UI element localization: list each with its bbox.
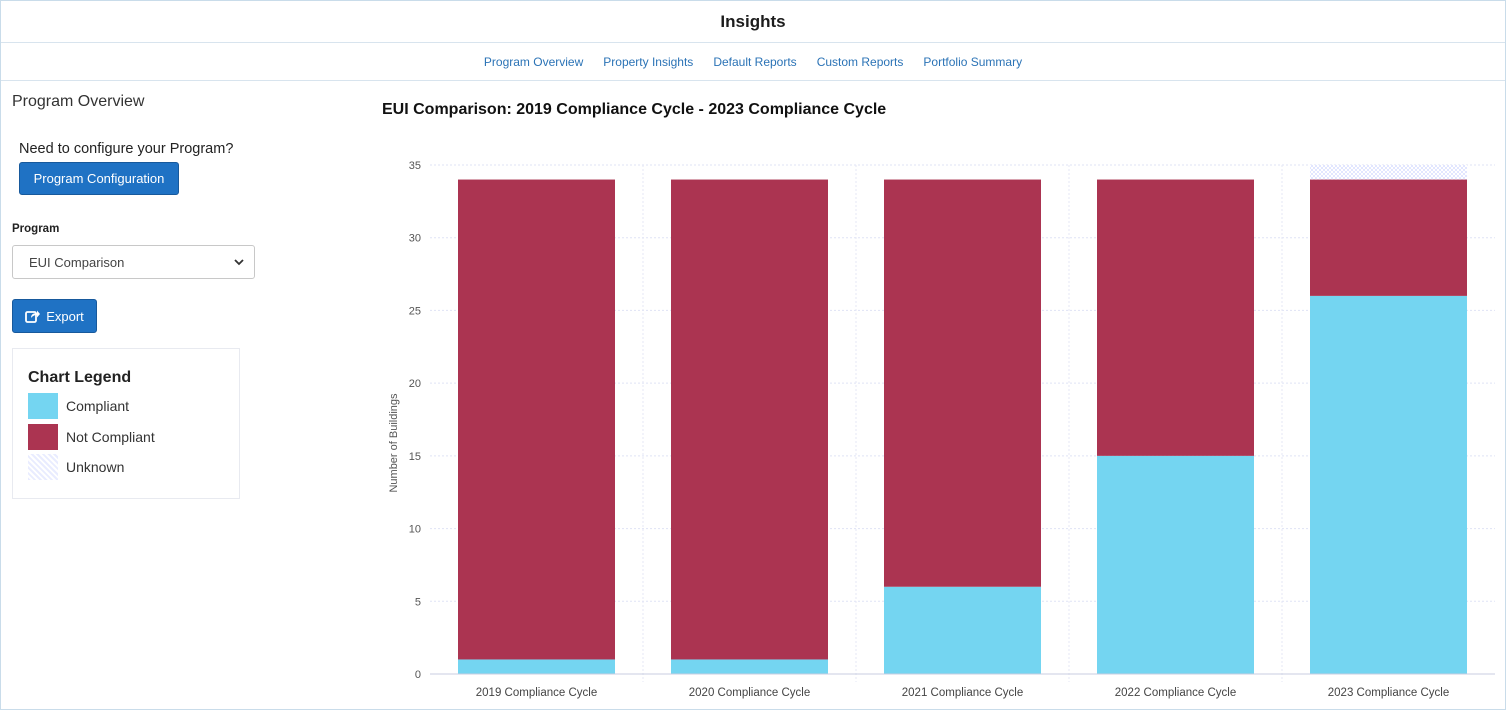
legend-title: Chart Legend [28,369,132,386]
bar-not-compliant-5[interactable] [1310,179,1467,296]
tab-program-overview[interactable]: Program Overview [483,54,584,69]
legend-item-not-compliant: Not Compliant [28,424,155,450]
legend-swatch-not-compliant [28,424,58,450]
program-select[interactable]: EUI Comparison [12,245,255,279]
bar-not-compliant-3[interactable] [884,179,1041,587]
y-tick-label: 15 [409,451,421,463]
section-title: Program Overview [12,93,145,110]
y-tick-label: 30 [409,233,421,245]
share-icon [25,310,41,323]
y-tick-label: 10 [409,524,421,536]
x-tick-label: 2022 Compliance Cycle [1115,687,1236,699]
bar-not-compliant-2[interactable] [671,179,828,660]
program-configuration-button[interactable]: Program Configuration [19,162,179,195]
x-tick-label: 2021 Compliance Cycle [902,687,1023,699]
x-tick-label: 2019 Compliance Cycle [476,687,597,699]
nav-bar: Program Overview Property Insights Defau… [1,43,1505,81]
legend-label-not-compliant: Not Compliant [66,429,155,445]
bar-compliant-4[interactable] [1097,455,1254,674]
chart-title: EUI Comparison: 2019 Compliance Cycle - … [382,101,887,118]
legend-item-unknown: Unknown [28,454,124,480]
bar-compliant-3[interactable] [884,586,1041,674]
tab-default-reports[interactable]: Default Reports [713,54,797,69]
x-tick-label: 2020 Compliance Cycle [689,687,810,699]
bar-unknown-5[interactable] [1310,165,1467,180]
legend-item-compliant: Compliant [28,393,129,419]
bar-compliant-5[interactable] [1310,295,1467,674]
y-tick-label: 25 [409,305,421,317]
chart: 0 5 10 15 20 25 30 35 2019 Compliance Cycle 2020 … [388,160,1495,699]
config-prompt: Need to configure your Program? [19,141,234,157]
app-title: Insights [720,11,786,31]
legend-label-compliant: Compliant [66,398,130,414]
export-label: Export [46,308,84,324]
y-tick-label: 0 [415,669,421,681]
bar-not-compliant-1[interactable] [458,179,615,660]
y-tick-label: 35 [409,160,421,172]
bar-compliant-1[interactable] [458,659,615,674]
y-axis-label: Number of Buildings [388,393,400,493]
legend-swatch-unknown [28,454,58,480]
program-select-value: EUI Comparison [29,254,125,270]
bar-compliant-2[interactable] [671,659,828,674]
x-tick-label: 2023 Compliance Cycle [1328,687,1449,699]
program-configuration-label: Program Configuration [33,171,165,186]
y-tick-label: 20 [409,378,421,390]
top-bar: Insights [1,1,1505,43]
bar-not-compliant-4[interactable] [1097,179,1254,456]
tab-custom-reports[interactable]: Custom Reports [816,54,904,69]
export-button[interactable]: Export [12,299,97,333]
chart-legend: Chart Legend Compliant Not Compliant Unk… [12,348,240,499]
program-label: Program [12,223,60,235]
tab-portfolio-summary[interactable]: Portfolio Summary [923,54,1023,69]
y-tick-label: 5 [415,596,421,608]
chevron-down-icon [234,259,244,266]
legend-label-unknown: Unknown [66,459,125,475]
legend-swatch-compliant [28,393,58,419]
sidebar: Program Overview Need to configure your … [1,81,361,711]
tab-property-insights[interactable]: Property Insights [603,54,694,69]
